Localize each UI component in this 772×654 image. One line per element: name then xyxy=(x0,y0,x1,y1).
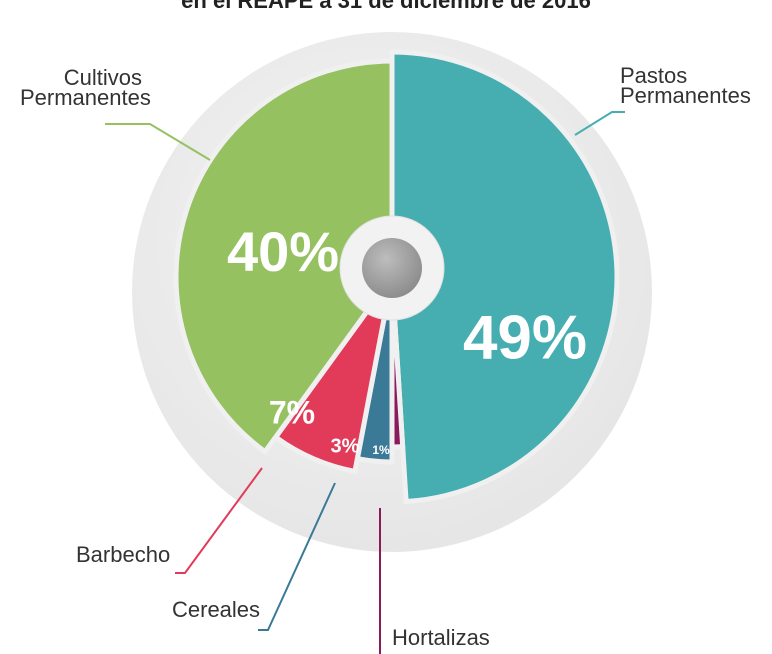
data-label: 3% xyxy=(331,435,360,457)
legend-label: Hortalizas xyxy=(392,625,490,650)
leader-line xyxy=(258,482,336,631)
legend-label: Cereales xyxy=(172,597,261,622)
pie-slice xyxy=(389,49,620,505)
data-label: 7% xyxy=(269,394,315,430)
leader-line xyxy=(105,123,211,161)
leader-line xyxy=(175,467,263,574)
legend-label: Pastos Permanentes xyxy=(620,63,751,108)
chart-title: en el REAPE a 31 de diciembre de 2016 xyxy=(181,0,591,13)
data-label: 49% xyxy=(463,303,587,372)
legend-label: Barbecho xyxy=(76,542,171,567)
leader-line xyxy=(574,111,625,136)
data-label: 1% xyxy=(372,443,390,457)
hub xyxy=(362,238,422,298)
legend-label: Cultivos Permanentes xyxy=(20,65,151,110)
data-label: 40% xyxy=(227,220,339,283)
pie-slice xyxy=(173,58,395,456)
